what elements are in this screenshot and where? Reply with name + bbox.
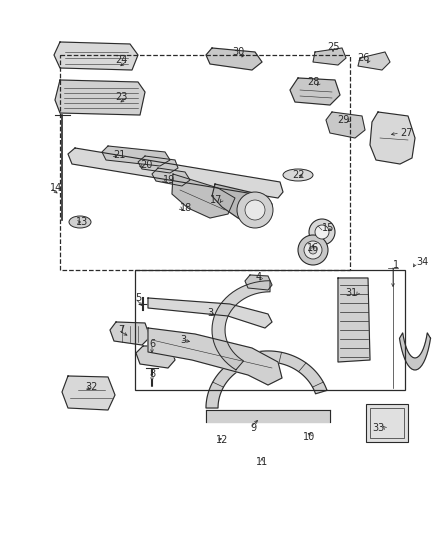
Text: 12: 12 — [216, 435, 228, 445]
Polygon shape — [326, 112, 365, 138]
Text: 8: 8 — [149, 369, 155, 379]
Circle shape — [304, 241, 322, 259]
Text: 21: 21 — [113, 150, 125, 160]
Polygon shape — [54, 42, 138, 70]
Text: 29: 29 — [338, 115, 350, 125]
Polygon shape — [136, 346, 175, 368]
Circle shape — [237, 192, 273, 228]
Text: 18: 18 — [180, 203, 192, 213]
Text: 3: 3 — [180, 335, 186, 345]
Text: 25: 25 — [327, 42, 339, 52]
Circle shape — [309, 246, 317, 254]
Text: 33: 33 — [373, 423, 385, 433]
Text: 32: 32 — [85, 382, 97, 392]
Polygon shape — [206, 410, 330, 422]
Text: 30: 30 — [233, 47, 245, 57]
Text: 24: 24 — [116, 55, 128, 65]
Text: 6: 6 — [149, 339, 155, 349]
Polygon shape — [338, 278, 370, 362]
Bar — [135, 270, 405, 390]
Text: 34: 34 — [416, 257, 428, 267]
Polygon shape — [138, 156, 178, 173]
Polygon shape — [399, 333, 431, 370]
Polygon shape — [212, 281, 270, 370]
Text: 11: 11 — [256, 457, 268, 467]
Text: 7: 7 — [118, 325, 124, 335]
Circle shape — [245, 200, 265, 220]
Text: 1: 1 — [393, 260, 399, 270]
Polygon shape — [206, 48, 262, 70]
Polygon shape — [152, 168, 190, 186]
Text: 5: 5 — [135, 293, 141, 303]
Text: 16: 16 — [307, 243, 319, 253]
Text: 9: 9 — [250, 423, 256, 433]
Polygon shape — [148, 328, 282, 385]
Ellipse shape — [69, 216, 91, 228]
Polygon shape — [172, 174, 235, 218]
Text: 3: 3 — [207, 308, 213, 318]
Polygon shape — [68, 148, 283, 198]
Polygon shape — [206, 351, 327, 408]
Polygon shape — [55, 80, 145, 115]
Polygon shape — [110, 322, 150, 345]
Text: 23: 23 — [116, 92, 128, 102]
Text: 13: 13 — [76, 217, 88, 227]
Text: 4: 4 — [256, 272, 262, 282]
Text: 19: 19 — [163, 175, 175, 185]
Text: 20: 20 — [140, 160, 152, 170]
Polygon shape — [102, 146, 170, 166]
Circle shape — [309, 219, 335, 245]
Polygon shape — [148, 298, 272, 328]
Circle shape — [315, 225, 329, 239]
Polygon shape — [290, 78, 340, 105]
Text: 31: 31 — [346, 288, 358, 298]
Text: 26: 26 — [357, 53, 370, 63]
Text: 22: 22 — [293, 170, 305, 180]
Text: 10: 10 — [303, 432, 315, 442]
Bar — [366, 404, 408, 442]
Polygon shape — [313, 48, 346, 65]
Ellipse shape — [283, 169, 313, 181]
Text: 14: 14 — [50, 183, 62, 193]
Text: 15: 15 — [321, 223, 334, 233]
Polygon shape — [245, 275, 272, 290]
Text: 27: 27 — [400, 128, 413, 138]
Text: 28: 28 — [307, 77, 320, 87]
Circle shape — [298, 235, 328, 265]
Text: 17: 17 — [210, 195, 222, 205]
Polygon shape — [358, 52, 390, 70]
Polygon shape — [62, 376, 115, 410]
Bar — [60, 55, 350, 270]
Bar — [370, 408, 404, 438]
Polygon shape — [212, 184, 272, 226]
Polygon shape — [370, 112, 415, 164]
